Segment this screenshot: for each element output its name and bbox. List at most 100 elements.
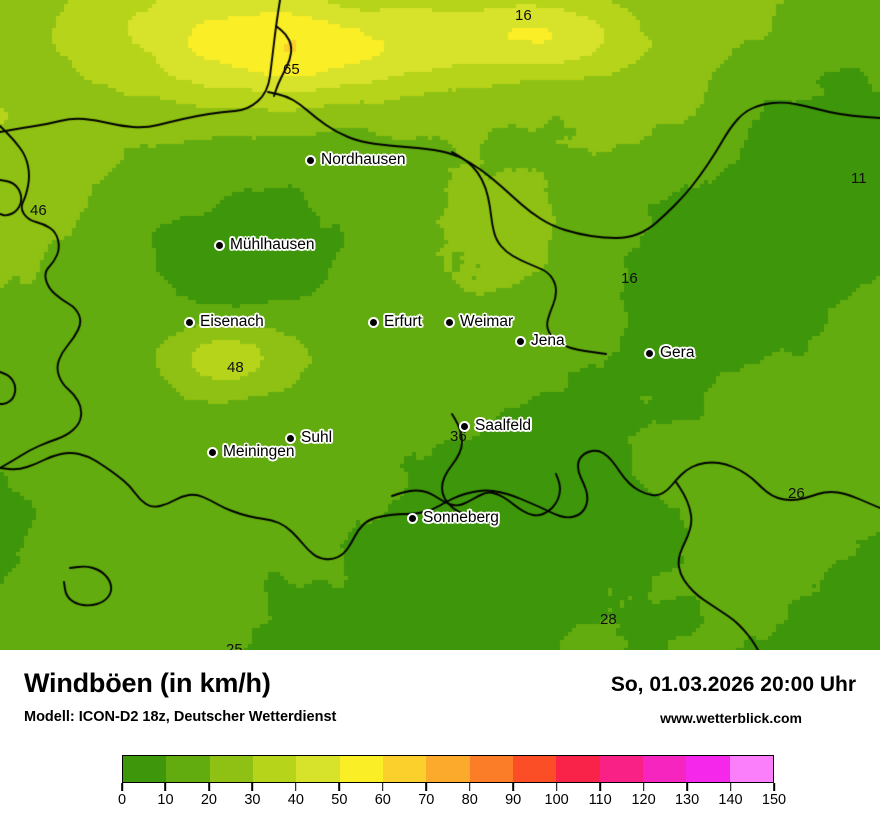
- scale-tick: [686, 783, 688, 791]
- map-label-overlay: 16 65 46 11 16 48 36 26 28 25 Nordhausen Mühlhausen…: [30, 7, 867, 650]
- scale-tick-label: 20: [200, 792, 217, 808]
- scale-tick-label: 50: [331, 792, 348, 808]
- color-scale: 0 10 20 30 40 50 60 70 80 90 100 110 120 130 140 150: [118, 755, 786, 811]
- scale-tick: [295, 783, 297, 791]
- color-scale-bar: [122, 755, 774, 783]
- weather-map[interactable]: 16 65 46 11 16 48 36 26 28 25 Nordhausen Mühlhausen…: [0, 0, 880, 650]
- city-dot-icon: [184, 316, 195, 328]
- city-dot-icon: [644, 347, 655, 359]
- city-label: Mühlhausen: [230, 236, 315, 253]
- scale-tick: [425, 783, 428, 791]
- scale-tick: [121, 783, 123, 791]
- gust-value-label: 28: [600, 611, 617, 628]
- gust-value-label: 26: [788, 485, 805, 502]
- color-swatch: [339, 756, 383, 782]
- scale-tick-label: 0: [117, 792, 127, 808]
- city-dot-icon: [214, 239, 225, 251]
- color-swatch: [642, 756, 687, 782]
- color-swatch: [296, 756, 340, 782]
- city-label: Jena: [531, 332, 565, 349]
- color-swatch: [166, 756, 210, 782]
- city-label: Suhl: [301, 429, 333, 446]
- color-swatch: [556, 756, 600, 782]
- scale-tick: [251, 783, 254, 791]
- model-info: Modell: ICON-D2 18z, Deutscher Wetterdie…: [24, 709, 337, 725]
- gust-value-label: 11: [851, 170, 867, 187]
- city-dot-icon: [515, 335, 526, 347]
- scale-tick-label: 90: [505, 792, 522, 808]
- city-marker[interactable]: Suhl: [285, 429, 332, 447]
- city-dot-icon: [207, 446, 218, 458]
- scale-tick: [381, 783, 384, 791]
- wind-gust-field: [0, 0, 880, 650]
- gust-value-label: 25: [226, 641, 243, 650]
- city-marker[interactable]: Mühlhausen: [214, 236, 314, 254]
- color-swatch: [252, 756, 297, 782]
- scale-tick-label: 60: [374, 792, 391, 808]
- scale-tick: [555, 783, 558, 791]
- color-swatch: [426, 756, 470, 782]
- color-swatch: [382, 756, 427, 782]
- color-swatch: [469, 756, 513, 782]
- city-marker[interactable]: Saalfeld: [459, 417, 531, 435]
- map-footer: Windböen (in km/h) Modell: ICON-D2 18z, …: [0, 650, 880, 830]
- scale-tick-label: 80: [461, 792, 478, 808]
- scale-tick: [599, 783, 601, 791]
- scale-tick-label: 100: [544, 792, 569, 808]
- gust-value-label: 65: [283, 61, 300, 78]
- scale-tick-label: 140: [718, 792, 743, 808]
- gust-value-label: 16: [621, 270, 638, 287]
- forecast-datetime: So, 01.03.2026 20:00 Uhr: [610, 673, 856, 696]
- scale-tick: [468, 783, 471, 791]
- scale-tick-label: 120: [631, 792, 656, 808]
- scale-tick: [512, 783, 514, 791]
- scale-tick-label: 70: [418, 792, 435, 808]
- color-swatch: [123, 756, 167, 782]
- city-label: Sonneberg: [423, 509, 499, 526]
- city-dot-icon: [407, 512, 418, 524]
- city-marker[interactable]: Erfurt: [368, 313, 422, 331]
- city-marker[interactable]: Sonneberg: [407, 509, 499, 527]
- scale-tick: [338, 783, 341, 791]
- scale-tick: [208, 783, 210, 791]
- scale-tick-label: 30: [244, 792, 261, 808]
- city-marker[interactable]: Nordhausen: [305, 151, 405, 169]
- city-marker[interactable]: Gera: [644, 344, 694, 362]
- scale-tick: [164, 783, 167, 791]
- city-marker[interactable]: Jena: [515, 332, 565, 350]
- city-label: Gera: [660, 344, 695, 361]
- scale-tick-label: 130: [674, 792, 700, 808]
- scale-tick-label: 10: [157, 792, 174, 808]
- city-marker[interactable]: Meiningen: [207, 443, 295, 461]
- color-swatch: [599, 756, 643, 782]
- scale-tick-label: 150: [761, 792, 787, 808]
- scale-tick-label: 110: [588, 792, 612, 808]
- scale-tick: [642, 783, 645, 791]
- color-swatch: [729, 756, 773, 782]
- page-title: Windböen (in km/h): [24, 668, 271, 698]
- city-dot-icon: [459, 420, 470, 432]
- scale-tick: [729, 783, 732, 791]
- city-label: Nordhausen: [321, 151, 406, 168]
- city-label: Erfurt: [384, 313, 422, 330]
- gust-value-label: 48: [227, 359, 244, 376]
- city-marker[interactable]: Eisenach: [184, 313, 264, 331]
- color-swatch: [209, 756, 253, 782]
- gust-value-label: 36: [450, 428, 467, 445]
- city-dot-icon: [444, 316, 455, 328]
- city-dot-icon: [305, 154, 316, 166]
- color-scale-labels: 0 10 20 30 40 50 60 70 80 90 100 110 120 130 140 150: [118, 791, 786, 811]
- city-marker[interactable]: Weimar: [444, 313, 513, 331]
- city-dot-icon: [368, 316, 379, 328]
- scale-tick: [773, 783, 775, 791]
- website-url: www.wetterblick.com: [660, 710, 802, 726]
- color-scale-ticks: [121, 783, 775, 791]
- city-label: Eisenach: [200, 313, 264, 330]
- city-label: Weimar: [460, 313, 514, 330]
- color-swatch: [686, 756, 730, 782]
- color-swatch: [512, 756, 557, 782]
- city-label: Saalfeld: [475, 417, 532, 434]
- city-label: Meiningen: [223, 443, 295, 460]
- gust-value-label: 16: [515, 7, 532, 24]
